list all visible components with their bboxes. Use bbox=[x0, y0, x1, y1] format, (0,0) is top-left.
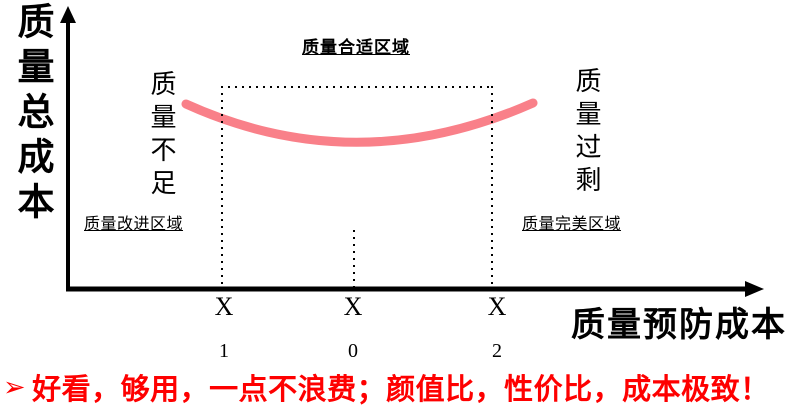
state-label-excess: 质量过剩 bbox=[572, 67, 601, 199]
state-label-insufficient: 质量不足 bbox=[147, 70, 176, 202]
y-axis-title: 质量总成本 bbox=[12, 2, 53, 227]
x-tick-subscript: 1 bbox=[219, 340, 229, 362]
region-box-left-dotted-line bbox=[221, 86, 223, 288]
x-tick-x1: X 1 bbox=[202, 292, 246, 362]
x-tick-symbol: X bbox=[487, 292, 507, 321]
region-box-right-dotted-line bbox=[491, 86, 493, 288]
x-axis-arrow-icon bbox=[745, 281, 764, 297]
zone-label-perfect: 质量完美区域 bbox=[522, 216, 622, 233]
slogan-text: 好看，够用，一点不浪费；颜值比，性价比，成本极致！ bbox=[32, 374, 770, 406]
y-axis-arrow-icon bbox=[60, 6, 76, 23]
region-box-top-dotted-line bbox=[221, 86, 493, 88]
total-cost-curve bbox=[181, 98, 538, 147]
x-tick-symbol: X bbox=[343, 292, 363, 321]
x-tick-subscript: 2 bbox=[492, 340, 502, 362]
x-tick-x0: X 0 bbox=[331, 292, 375, 362]
x-axis-title: 质量预防成本 bbox=[571, 306, 787, 344]
region-label-suitable: 质量合适区域 bbox=[302, 38, 410, 57]
slogan-line: ➢ 好看，够用，一点不浪费；颜值比，性价比，成本极致！ bbox=[3, 366, 791, 408]
x-tick-symbol: X bbox=[214, 292, 234, 321]
x0-dotted-drop-line bbox=[353, 230, 355, 287]
arrow-bullet-icon: ➢ bbox=[3, 371, 27, 402]
zone-label-improvement: 质量改进区域 bbox=[84, 216, 184, 233]
x-tick-x2: X 2 bbox=[475, 292, 519, 362]
x-tick-subscript: 0 bbox=[348, 340, 358, 362]
